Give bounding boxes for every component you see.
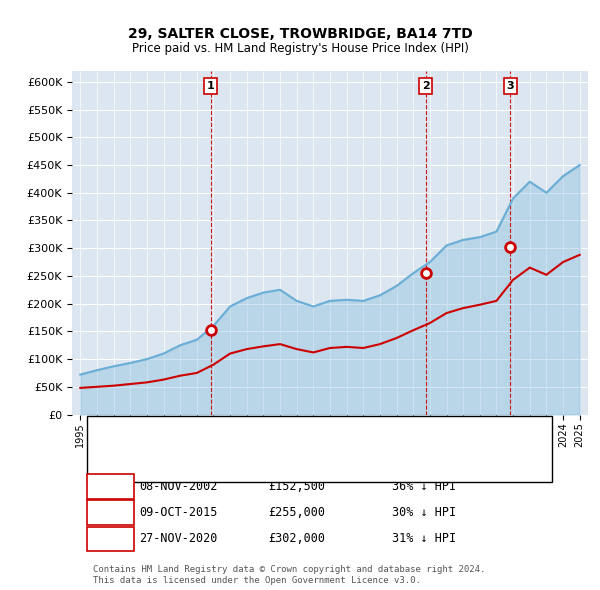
Text: Contains HM Land Registry data © Crown copyright and database right 2024.
This d: Contains HM Land Registry data © Crown c… xyxy=(92,565,485,585)
Text: 08-NOV-2002: 08-NOV-2002 xyxy=(139,480,217,493)
Text: £152,500: £152,500 xyxy=(268,480,325,493)
Text: 29, SALTER CLOSE, TROWBRIDGE, BA14 7TD: 29, SALTER CLOSE, TROWBRIDGE, BA14 7TD xyxy=(128,27,472,41)
FancyBboxPatch shape xyxy=(88,474,134,499)
Text: 2: 2 xyxy=(106,506,115,519)
Text: 1: 1 xyxy=(207,81,215,91)
Text: 30% ↓ HPI: 30% ↓ HPI xyxy=(392,506,456,519)
Text: 2: 2 xyxy=(422,81,430,91)
Text: £255,000: £255,000 xyxy=(268,506,325,519)
Text: 1: 1 xyxy=(106,480,115,493)
Text: £302,000: £302,000 xyxy=(268,532,325,545)
Text: HPI: Average price, detached house, Wiltshire: HPI: Average price, detached house, Wilt… xyxy=(175,457,414,467)
FancyBboxPatch shape xyxy=(88,416,552,481)
Text: 36% ↓ HPI: 36% ↓ HPI xyxy=(392,480,456,493)
Text: Price paid vs. HM Land Registry's House Price Index (HPI): Price paid vs. HM Land Registry's House … xyxy=(131,42,469,55)
Text: 3: 3 xyxy=(106,532,115,545)
Text: 09-OCT-2015: 09-OCT-2015 xyxy=(139,506,217,519)
Text: 29, SALTER CLOSE, TROWBRIDGE, BA14 7TD (detached house): 29, SALTER CLOSE, TROWBRIDGE, BA14 7TD (… xyxy=(175,429,502,439)
Text: 31% ↓ HPI: 31% ↓ HPI xyxy=(392,532,456,545)
Text: 27-NOV-2020: 27-NOV-2020 xyxy=(139,532,217,545)
FancyBboxPatch shape xyxy=(88,527,134,551)
FancyBboxPatch shape xyxy=(88,500,134,525)
Text: 3: 3 xyxy=(506,81,514,91)
